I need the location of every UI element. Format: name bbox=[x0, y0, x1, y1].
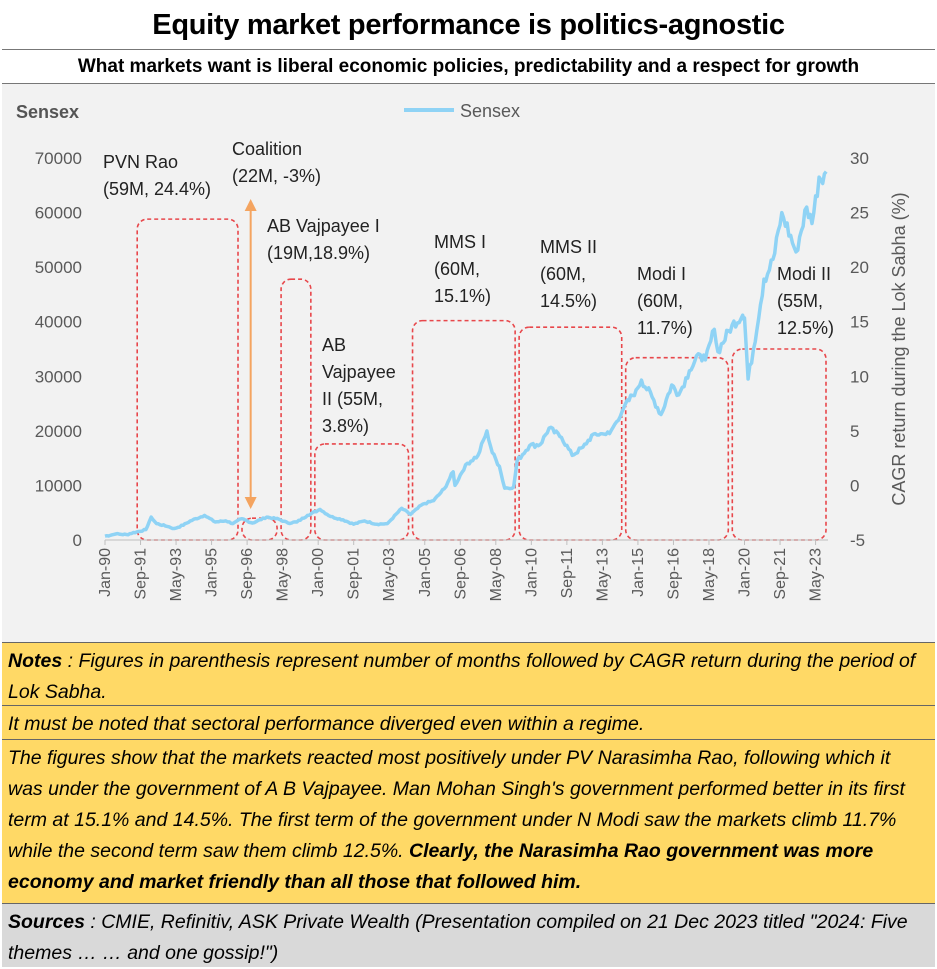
x-tick-label: Sep-91 bbox=[133, 548, 150, 600]
y-tick-label: 50000 bbox=[35, 258, 82, 277]
y2-tick-label: 10 bbox=[850, 367, 869, 386]
regime-boxes bbox=[136, 218, 827, 541]
y2-tick-label: 30 bbox=[850, 149, 869, 168]
regime-label: Modi II bbox=[777, 264, 831, 284]
regime-label: (22M, -3%) bbox=[232, 166, 321, 186]
regime-label: (60M, bbox=[637, 291, 683, 311]
regime-label: Vajpayee bbox=[322, 362, 396, 382]
legend-label-sensex: Sensex bbox=[460, 101, 520, 121]
y-tick-label: 60000 bbox=[35, 204, 82, 223]
regime-label: Modi I bbox=[637, 264, 686, 284]
sources-text: : CMIE, Refinitiv, ASK Private Wealth (P… bbox=[8, 911, 908, 964]
y2-tick-label: 25 bbox=[850, 204, 869, 223]
subtitle-bar: What markets want is liberal economic po… bbox=[2, 50, 935, 84]
x-tick-label: Sep-11 bbox=[559, 548, 576, 599]
sources-box: Sources : CMIE, Refinitiv, ASK Private W… bbox=[2, 903, 935, 967]
x-tick-label: Sep-01 bbox=[346, 548, 363, 600]
regime-label: PVN Rao bbox=[103, 152, 178, 172]
x-tick-label: May-93 bbox=[168, 548, 185, 601]
regime-label: AB bbox=[322, 335, 346, 355]
y2-tick-label: 5 bbox=[850, 422, 859, 441]
regime-label: 11.7%) bbox=[637, 318, 693, 338]
x-tick-label: May-23 bbox=[808, 548, 825, 601]
regime-label: Coalition bbox=[232, 139, 302, 159]
legend: Sensex bbox=[404, 101, 520, 121]
y2-axis-title: CAGR return during the Lok Sabha (%) bbox=[889, 192, 909, 505]
x-tick-label: Jan-05 bbox=[417, 548, 434, 597]
notes-text: : Figures in parenthesis represent numbe… bbox=[8, 650, 916, 703]
y-tick-label: 0 bbox=[73, 531, 82, 550]
regime-label: II (55M, bbox=[322, 389, 383, 409]
chart-area: Sensex 0 10000 20000 30000 40000 50000 60000 700… bbox=[2, 84, 935, 642]
notes-label: Notes bbox=[8, 650, 63, 672]
x-tick-label: Jan-10 bbox=[523, 548, 540, 597]
regime-box bbox=[280, 278, 312, 541]
x-tick-label: Jan-20 bbox=[737, 548, 754, 597]
figure-title: Equity market performance is politics-ag… bbox=[152, 9, 785, 41]
regime-label: (55M, bbox=[777, 291, 823, 311]
regime-label: (60M, bbox=[434, 259, 480, 279]
y-tick-label: 70000 bbox=[35, 149, 82, 168]
regime-label: 14.5%) bbox=[540, 291, 597, 311]
sectoral-note: It must be noted that sectoral performan… bbox=[2, 705, 935, 739]
x-tick-label: May-18 bbox=[701, 548, 718, 601]
regime-label: 3.8%) bbox=[322, 416, 369, 436]
coalition-arrow-head-down bbox=[244, 497, 257, 509]
figure-subtitle: What markets want is liberal economic po… bbox=[77, 55, 860, 77]
coalition-arrow-layer bbox=[244, 199, 257, 509]
sensex-chart: Sensex 0 10000 20000 30000 40000 50000 60000 700… bbox=[16, 101, 909, 601]
regime-label: (19M,18.9%) bbox=[267, 243, 370, 263]
y-tick-label: 10000 bbox=[35, 476, 82, 495]
analysis-note: The figures show that the markets reacte… bbox=[2, 739, 935, 903]
x-tick-label: May-08 bbox=[488, 548, 505, 601]
regime-label: (59M, 24.4%) bbox=[103, 179, 211, 199]
regime-label: MMS II bbox=[540, 237, 597, 257]
regime-box bbox=[136, 218, 239, 541]
y-tick-label: 20000 bbox=[35, 422, 82, 441]
regime-box bbox=[411, 319, 516, 541]
x-tick-label: Jan-15 bbox=[630, 548, 647, 597]
x-tick-label: Sep-16 bbox=[665, 548, 682, 600]
y2-tick-label: 20 bbox=[850, 258, 869, 277]
analysis-conclusion: Clearly, the Narasimha Rao government wa… bbox=[8, 840, 874, 893]
regime-label: 12.5%) bbox=[777, 318, 834, 338]
regime-box bbox=[731, 348, 827, 541]
sensex-line bbox=[104, 170, 828, 538]
regime-label: (60M, bbox=[540, 264, 586, 284]
coalition-arrow-head-up bbox=[244, 199, 257, 211]
regime-label: 15.1%) bbox=[434, 286, 491, 306]
sources-label: Sources bbox=[8, 911, 85, 933]
analysis-note-text: The figures show that the markets reacte… bbox=[8, 747, 905, 862]
x-tick-label: Jan-00 bbox=[310, 548, 327, 597]
y-tick-label: 30000 bbox=[35, 367, 82, 386]
x-tick-label: May-13 bbox=[594, 548, 611, 601]
y2-tick-label: 15 bbox=[850, 313, 869, 332]
regime-box bbox=[314, 443, 410, 541]
sensex-line-layer bbox=[104, 170, 828, 538]
x-tick-label: Sep-96 bbox=[239, 548, 256, 600]
x-tick-label: Jan-95 bbox=[204, 548, 221, 597]
axes: Sensex 0 10000 20000 30000 40000 50000 60000 700… bbox=[16, 102, 909, 601]
sectoral-note-text: It must be noted that sectoral performan… bbox=[8, 713, 645, 735]
x-tick-label: Jan-90 bbox=[97, 548, 114, 597]
regime-label: AB Vajpayee I bbox=[267, 216, 380, 236]
y-axis-title: Sensex bbox=[16, 102, 79, 122]
x-tick-label: May-98 bbox=[275, 548, 292, 601]
y-tick-label: 40000 bbox=[35, 313, 82, 332]
notes-box: Notes : Figures in parenthesis represent… bbox=[2, 642, 935, 705]
x-tick-label: May-03 bbox=[381, 548, 398, 601]
x-tick-label: Sep-06 bbox=[452, 548, 469, 600]
y2-tick-label: 0 bbox=[850, 476, 859, 495]
title-bar: Equity market performance is politics-ag… bbox=[2, 2, 935, 50]
regime-labels: PVN Rao (59M, 24.4%) Coalition (22M, -3%) AB… bbox=[103, 139, 834, 436]
y2-tick-label: -5 bbox=[850, 531, 865, 550]
x-tick-label: Sep-21 bbox=[772, 548, 789, 600]
regime-label: MMS I bbox=[434, 232, 486, 252]
